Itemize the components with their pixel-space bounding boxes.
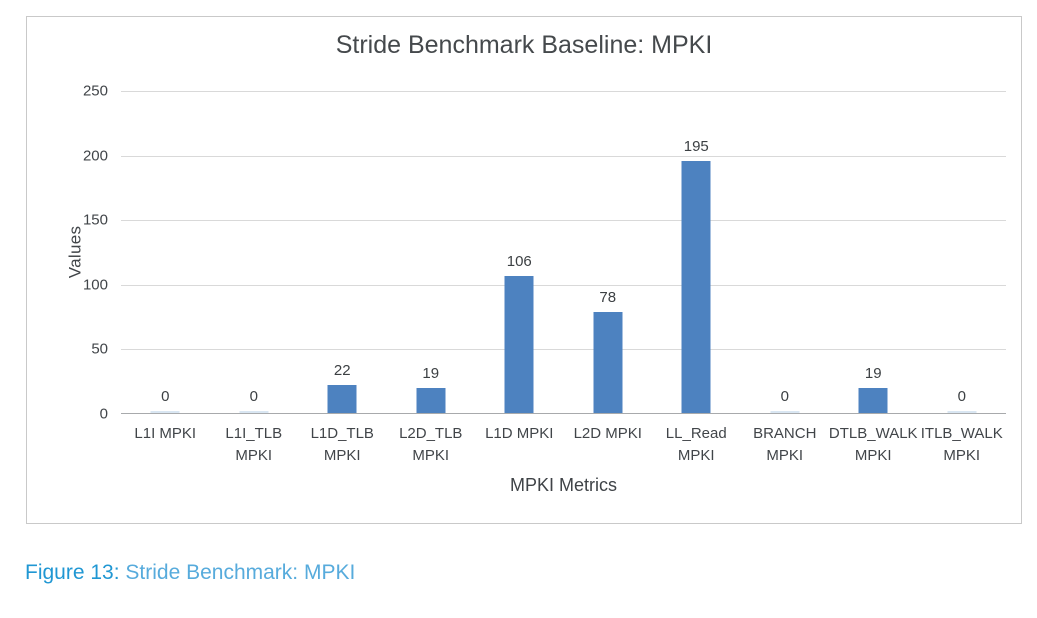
bar-value-label-6: 195 (683, 138, 709, 155)
bar-8 (858, 388, 888, 413)
bar-column-1: 0 L1I_TLB MPKI (210, 91, 299, 464)
gridline-y-150 (121, 220, 1006, 222)
bar-3 (416, 388, 446, 413)
bar-column-8: 19 DTLB_WALK MPKI (829, 91, 918, 464)
x-axis-title: MPKI Metrics (509, 475, 617, 495)
bar-value-label-3: 19 (422, 365, 440, 382)
x-tick-label-4: L1D MPKI (485, 425, 554, 442)
figure-caption: Figure 13: Stride Benchmark: MPKI (25, 561, 355, 585)
bar-2 (327, 385, 357, 413)
bar-column-6: 195 LL_Read MPKI (652, 91, 741, 464)
figure-caption-title: Stride Benchmark: MPKI (119, 561, 356, 584)
figure-caption-label: Figure 13: (25, 561, 120, 584)
y-tick-label-50: 50 (91, 340, 108, 358)
x-tick-label-3: L2D_TLB MPKI (399, 425, 463, 464)
bar-value-label-8: 19 (864, 365, 882, 382)
bar-column-9: 0 ITLB_WALK MPKI (918, 91, 1007, 464)
x-tick-label-8: DTLB_WALK MPKI (828, 425, 918, 464)
bar-9 (947, 411, 977, 413)
bar-value-label-5: 78 (599, 289, 617, 306)
plot-area: Values 0 50 100 150 200 250 0 L1I MPKI 0 L1I_TLB … (65, 83, 1007, 464)
bar-value-label-9: 0 (957, 388, 966, 405)
x-tick-label-1: L1I_TLB MPKI (225, 425, 283, 464)
x-tick-label-0: L1I MPKI (134, 425, 197, 442)
bar-value-label-2: 22 (333, 362, 351, 379)
x-tick-label-7: BRANCH MPKI (753, 425, 817, 464)
gridline-y-50 (121, 349, 1006, 351)
gridline-y-100 (121, 284, 1006, 286)
y-tick-label-200: 200 (82, 147, 108, 165)
bar-value-label-1: 0 (249, 388, 258, 405)
x-tick-label-2: L1D_TLB MPKI (310, 425, 374, 464)
bar-column-7: 0 BRANCH MPKI (741, 91, 830, 464)
bar-0 (150, 411, 180, 413)
x-tick-label-6: LL_Read MPKI (665, 425, 727, 464)
y-axis-title: Values (65, 225, 85, 279)
y-tick-label-0: 0 (99, 405, 108, 423)
y-tick-label-250: 250 (82, 82, 108, 100)
bar-4 (504, 276, 534, 413)
chart-container: Stride Benchmark Baseline: MPKI Values 0… (26, 16, 1022, 524)
y-tick-label-100: 100 (82, 276, 108, 294)
bar-column-2: 22 L1D_TLB MPKI (298, 91, 387, 464)
bar-value-label-0: 0 (161, 388, 170, 405)
chart-title: Stride Benchmark Baseline: MPKI (335, 31, 713, 59)
bar-value-label-4: 106 (506, 253, 532, 270)
y-tick-label-150: 150 (82, 211, 108, 229)
gridline-y-200 (121, 155, 1006, 157)
x-tick-label-5: L2D MPKI (573, 425, 642, 442)
bar-5 (593, 312, 623, 413)
bar-column-5: 78 L2D MPKI (564, 91, 653, 442)
bar-6 (681, 161, 711, 413)
bar-column-0: 0 L1I MPKI (121, 91, 210, 442)
bar-column-3: 19 L2D_TLB MPKI (387, 91, 476, 464)
bar-1 (239, 411, 269, 413)
x-tick-label-9: ITLB_WALK MPKI (920, 425, 1003, 464)
gridline-y-250 (121, 91, 1006, 92)
bar-column-4: 106 L1D MPKI (475, 91, 564, 442)
bar-7 (770, 411, 800, 413)
bar-value-label-7: 0 (780, 388, 789, 405)
